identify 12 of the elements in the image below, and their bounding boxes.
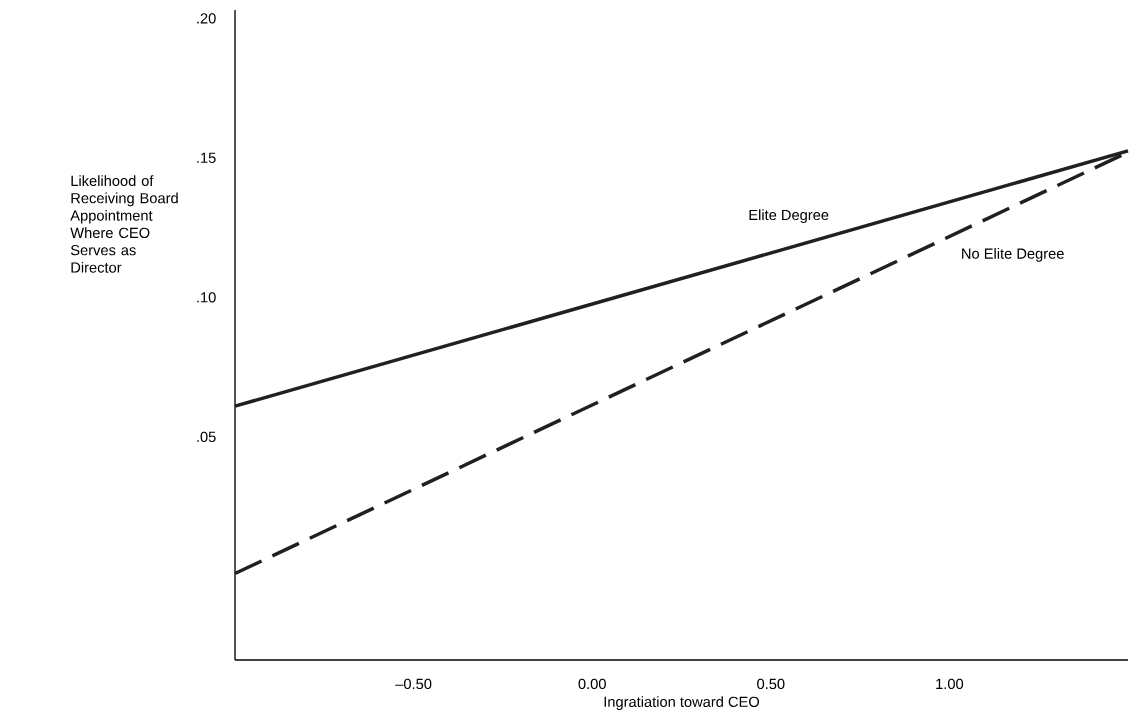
series-label: No Elite Degree <box>962 248 1064 262</box>
x-axis-title: Ingratiation toward CEO <box>604 696 760 710</box>
x-tick-label: –0.50 <box>395 678 432 690</box>
x-tick-label: 0.50 <box>757 678 785 690</box>
y-tick-label: .20 <box>197 13 216 24</box>
y-tick-label: .15 <box>197 152 216 163</box>
y-axis-title: Likelihood of Receiving Board Appointment Where CEO Serves as Director <box>70 175 178 273</box>
series-label: Elite Degree <box>749 209 829 224</box>
y-tick-label: .10 <box>197 292 216 303</box>
x-tick-label: 0.00 <box>578 678 606 690</box>
x-tick-label: 1.00 <box>936 678 964 690</box>
y-tick-label: .05 <box>197 431 216 442</box>
